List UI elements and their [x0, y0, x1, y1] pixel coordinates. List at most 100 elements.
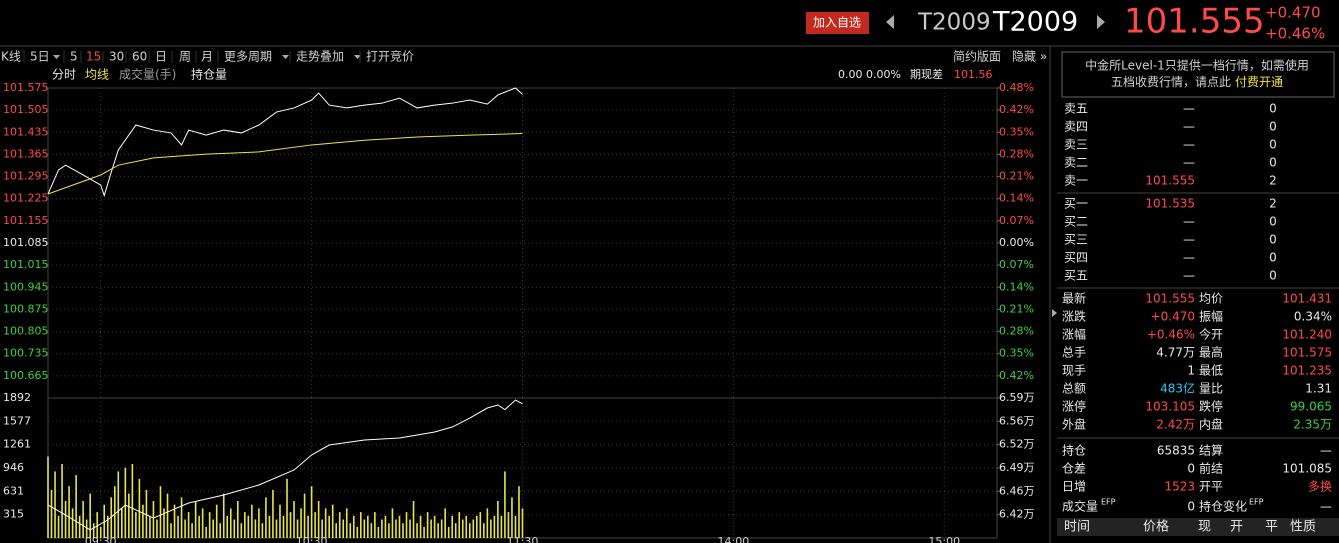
- dropdown-caret[interactable]: [53, 55, 60, 59]
- volume-bar: [342, 519, 345, 538]
- efp-label: 持仓变化: [1199, 499, 1247, 514]
- dropdown-caret[interactable]: [354, 55, 361, 59]
- y2-tick-label: 0.00%: [999, 236, 1034, 249]
- position-stat: —: [1320, 444, 1332, 458]
- quote-stat: 总额: [1062, 382, 1086, 396]
- volume-bar: [68, 486, 70, 538]
- pay-link[interactable]: 付费开通: [1235, 75, 1283, 89]
- contract-name: T2009: [917, 10, 991, 36]
- quote-stat: 内盘: [1199, 417, 1223, 432]
- toolbar-item[interactable]: 周: [179, 50, 191, 64]
- y-tick-label: 100.735: [3, 347, 49, 360]
- toolbar-item[interactable]: 更多周期: [224, 50, 272, 64]
- volume-bar: [128, 493, 130, 538]
- toolbar-item[interactable]: 30: [109, 50, 124, 64]
- volume-bar: [419, 515, 422, 538]
- volume-bar: [124, 467, 127, 538]
- volume-bar: [113, 486, 116, 538]
- volume-bar: [360, 512, 362, 538]
- next-arrow[interactable]: [1097, 15, 1105, 29]
- volume-bar: [78, 515, 81, 538]
- y2-tick-label: 0.07%: [999, 214, 1034, 227]
- volume-bar: [447, 526, 450, 538]
- y2-tick-label: 0.21%: [999, 170, 1034, 183]
- quote-stat: 跌停: [1199, 399, 1223, 414]
- volume-bar: [426, 512, 429, 538]
- order-book: —: [1183, 251, 1195, 265]
- trades-header: 价格: [1143, 519, 1169, 535]
- y-tick-label: 100.665: [3, 369, 49, 382]
- volume-bar: [391, 508, 394, 538]
- order-book: —: [1183, 156, 1195, 170]
- position-stat: 持仓: [1062, 443, 1086, 458]
- volume-bar: [198, 515, 200, 538]
- quote-stat: 量比: [1199, 382, 1223, 396]
- volume-bar: [444, 508, 446, 538]
- volume-bar: [486, 508, 489, 538]
- volume-bar: [493, 515, 496, 538]
- volume-bar: [75, 475, 77, 538]
- volume-bar: [201, 508, 204, 538]
- notice-box: [1061, 51, 1335, 98]
- toolbar-item[interactable]: 走势叠加: [296, 50, 344, 64]
- toolbar-item[interactable]: 5: [70, 50, 78, 64]
- volume-bar: [208, 512, 211, 538]
- quote-stat: 最新: [1062, 291, 1086, 306]
- volume-bar: [476, 515, 478, 538]
- quote-stat: 2.35万: [1293, 418, 1332, 432]
- toolbar-right[interactable]: 简约版面: [953, 49, 1001, 64]
- position-stat: 多换: [1308, 480, 1332, 494]
- x-tick-label: 14:00: [718, 535, 750, 543]
- toolbar-item[interactable]: 60: [132, 50, 147, 64]
- volume-bar: [233, 519, 236, 538]
- dropdown-caret[interactable]: [282, 55, 289, 59]
- quote-stat: 101.235: [1282, 364, 1332, 378]
- trades-header: 性质: [1290, 520, 1316, 535]
- efp-value: 0: [1187, 500, 1195, 514]
- toolbar-item[interactable]: 15: [86, 50, 101, 64]
- quote-stat: 涨跌: [1062, 309, 1086, 324]
- toolbar-item[interactable]: 5日: [30, 50, 50, 64]
- add-button[interactable]: 加入自选: [813, 16, 861, 30]
- toolbar-right[interactable]: 隐藏 »: [1012, 50, 1047, 64]
- trades-header: 平: [1265, 520, 1278, 535]
- y-tick-label: 100.945: [3, 280, 49, 293]
- quote-stat: 483亿: [1160, 381, 1195, 396]
- collapse-arrow[interactable]: [1052, 309, 1057, 317]
- add-button-bg[interactable]: [806, 12, 869, 34]
- volume-bar: [479, 512, 482, 538]
- quote-stat: 1.31: [1305, 382, 1332, 396]
- volume-bar: [149, 515, 151, 538]
- volume-bar: [497, 501, 499, 538]
- volume-bar: [412, 501, 415, 538]
- volume-bar: [430, 519, 432, 538]
- toolbar-item[interactable]: 月: [201, 50, 213, 64]
- quote-stat: 外盘: [1062, 417, 1086, 432]
- volume-bar: [317, 501, 320, 538]
- volume-bar: [356, 526, 359, 538]
- order-book: 买四: [1064, 251, 1088, 265]
- order-book: 买一: [1064, 197, 1088, 211]
- quote-stat: +0.46%: [1147, 328, 1195, 342]
- toolbar-item[interactable]: 日: [155, 50, 167, 64]
- quote-stat: 涨幅: [1062, 327, 1086, 342]
- prev-arrow[interactable]: [886, 15, 894, 29]
- volume-bar: [483, 523, 485, 538]
- volume-bar: [82, 501, 84, 538]
- volume-bar: [300, 508, 302, 538]
- legend: 持仓量: [191, 67, 227, 82]
- notice[interactable]: 五档收费行情，请点此 付费开通: [1111, 75, 1283, 89]
- volume-bar: [504, 471, 506, 538]
- volume-bar: [500, 515, 503, 538]
- trades-header: 时间: [1064, 520, 1090, 535]
- toolbar-item[interactable]: K线: [1, 50, 21, 64]
- trades-header: 现: [1198, 520, 1211, 535]
- volume-bar: [451, 515, 454, 538]
- volume-bar: [219, 523, 222, 538]
- volume-bar: [138, 478, 141, 538]
- toolbar-item[interactable]: 打开竞价: [366, 50, 414, 64]
- volume-bar: [121, 508, 123, 538]
- volume-bar: [71, 508, 74, 538]
- order-book: 买二: [1064, 215, 1088, 229]
- volume-bar: [222, 493, 225, 538]
